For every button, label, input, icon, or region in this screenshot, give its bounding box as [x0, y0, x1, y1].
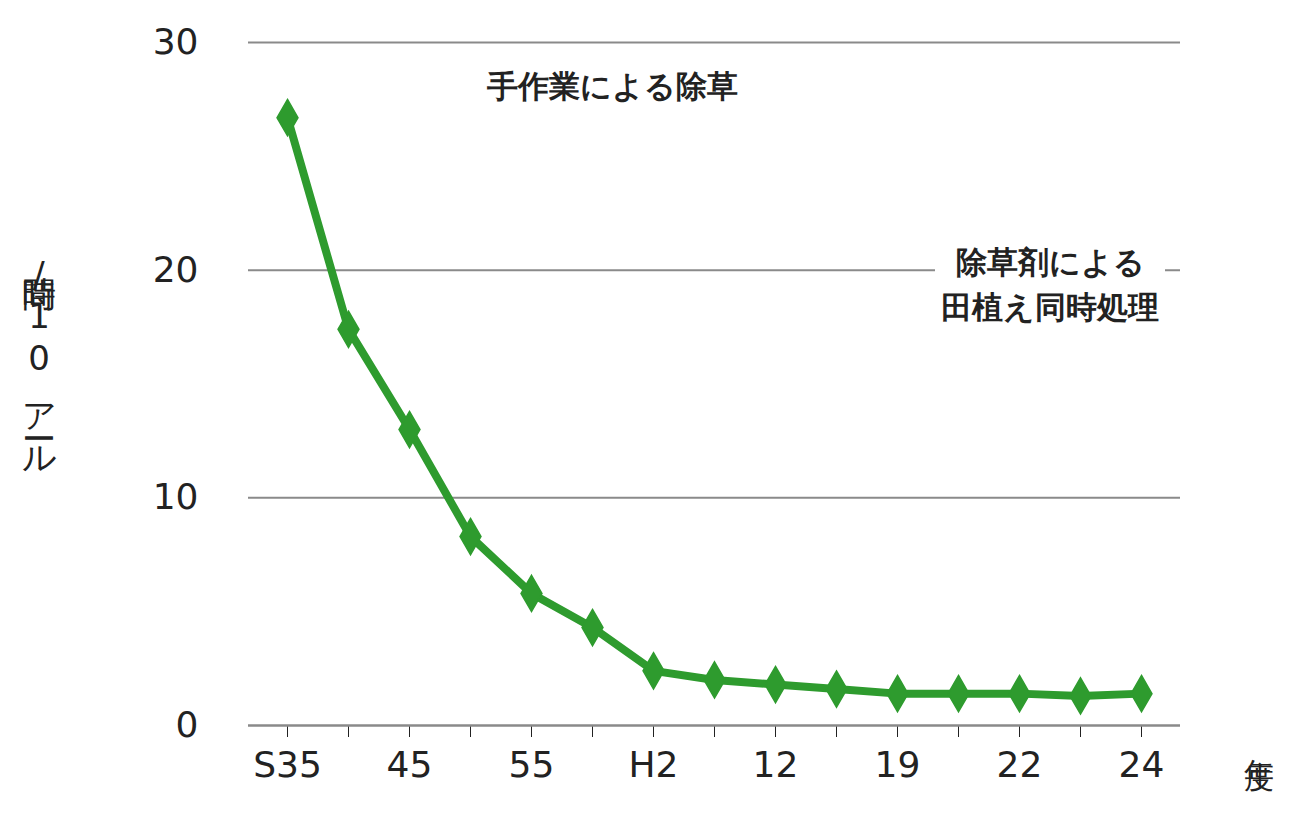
svg-text:45: 45	[387, 744, 433, 785]
svg-text:55: 55	[509, 744, 555, 785]
svg-text:30: 30	[153, 21, 199, 62]
svg-text:0: 0	[176, 704, 199, 745]
svg-text:22: 22	[997, 744, 1043, 785]
svg-text:10: 10	[153, 476, 199, 517]
html-text:手作業による除草: 手作業による除草	[486, 68, 738, 104]
html-text:時間/10アール: 時間/10アール	[19, 250, 59, 464]
html-text:除草剤による 田植え同時処理: 除草剤による 田植え同時処理	[941, 244, 1159, 325]
svg-text:S35: S35	[253, 744, 322, 785]
svg-text:H2: H2	[629, 744, 679, 785]
svg-text:24: 24	[1119, 744, 1165, 785]
svg-text:20: 20	[153, 249, 199, 290]
svg-text:12: 12	[753, 744, 799, 785]
svg-text:19: 19	[875, 744, 921, 785]
html-text:年度: 年度	[1242, 735, 1277, 739]
